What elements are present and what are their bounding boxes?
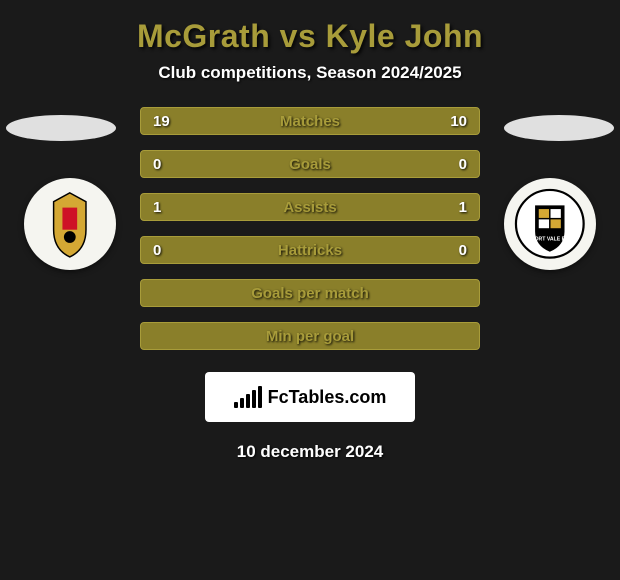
stat-right-value: 10 — [450, 113, 467, 130]
comparison-panel: PORT VALE FC 19 Matches 10 0 Goals 0 1 A… — [0, 103, 620, 462]
doncaster-crest-icon — [33, 187, 107, 261]
stat-row-assists: 1 Assists 1 — [140, 193, 480, 221]
stat-row-goals-per-match: Goals per match — [140, 279, 480, 307]
page-title: McGrath vs Kyle John — [0, 0, 620, 63]
stat-right-value: 0 — [459, 156, 467, 173]
club-badge-right: PORT VALE FC — [504, 178, 596, 270]
date-label: 10 december 2024 — [0, 422, 620, 462]
stat-left-value: 1 — [153, 199, 161, 216]
stat-label: Hattricks — [278, 242, 342, 259]
country-ellipse-left — [6, 115, 116, 141]
brand-button[interactable]: FcTables.com — [205, 372, 415, 422]
stat-row-min-per-goal: Min per goal — [140, 322, 480, 350]
page-subtitle: Club competitions, Season 2024/2025 — [0, 63, 620, 103]
stat-label: Goals — [289, 156, 331, 173]
stat-right-value: 1 — [459, 199, 467, 216]
stat-row-matches: 19 Matches 10 — [140, 107, 480, 135]
port-vale-crest-icon: PORT VALE FC — [513, 187, 587, 261]
stat-label: Assists — [283, 199, 336, 216]
stat-right-value: 0 — [459, 242, 467, 259]
stat-label: Matches — [280, 113, 340, 130]
stat-row-goals: 0 Goals 0 — [140, 150, 480, 178]
stat-label: Goals per match — [251, 285, 369, 302]
brand-label: FcTables.com — [268, 387, 387, 408]
stat-left-value: 19 — [153, 113, 170, 130]
stat-left-value: 0 — [153, 242, 161, 259]
svg-text:PORT VALE FC: PORT VALE FC — [531, 237, 569, 243]
signal-bars-icon — [234, 386, 262, 408]
stat-row-hattricks: 0 Hattricks 0 — [140, 236, 480, 264]
country-ellipse-right — [504, 115, 614, 141]
club-badge-left — [24, 178, 116, 270]
stats-list: 19 Matches 10 0 Goals 0 1 Assists 1 0 Ha… — [140, 103, 480, 350]
stat-left-value: 0 — [153, 156, 161, 173]
stat-label: Min per goal — [266, 328, 354, 345]
